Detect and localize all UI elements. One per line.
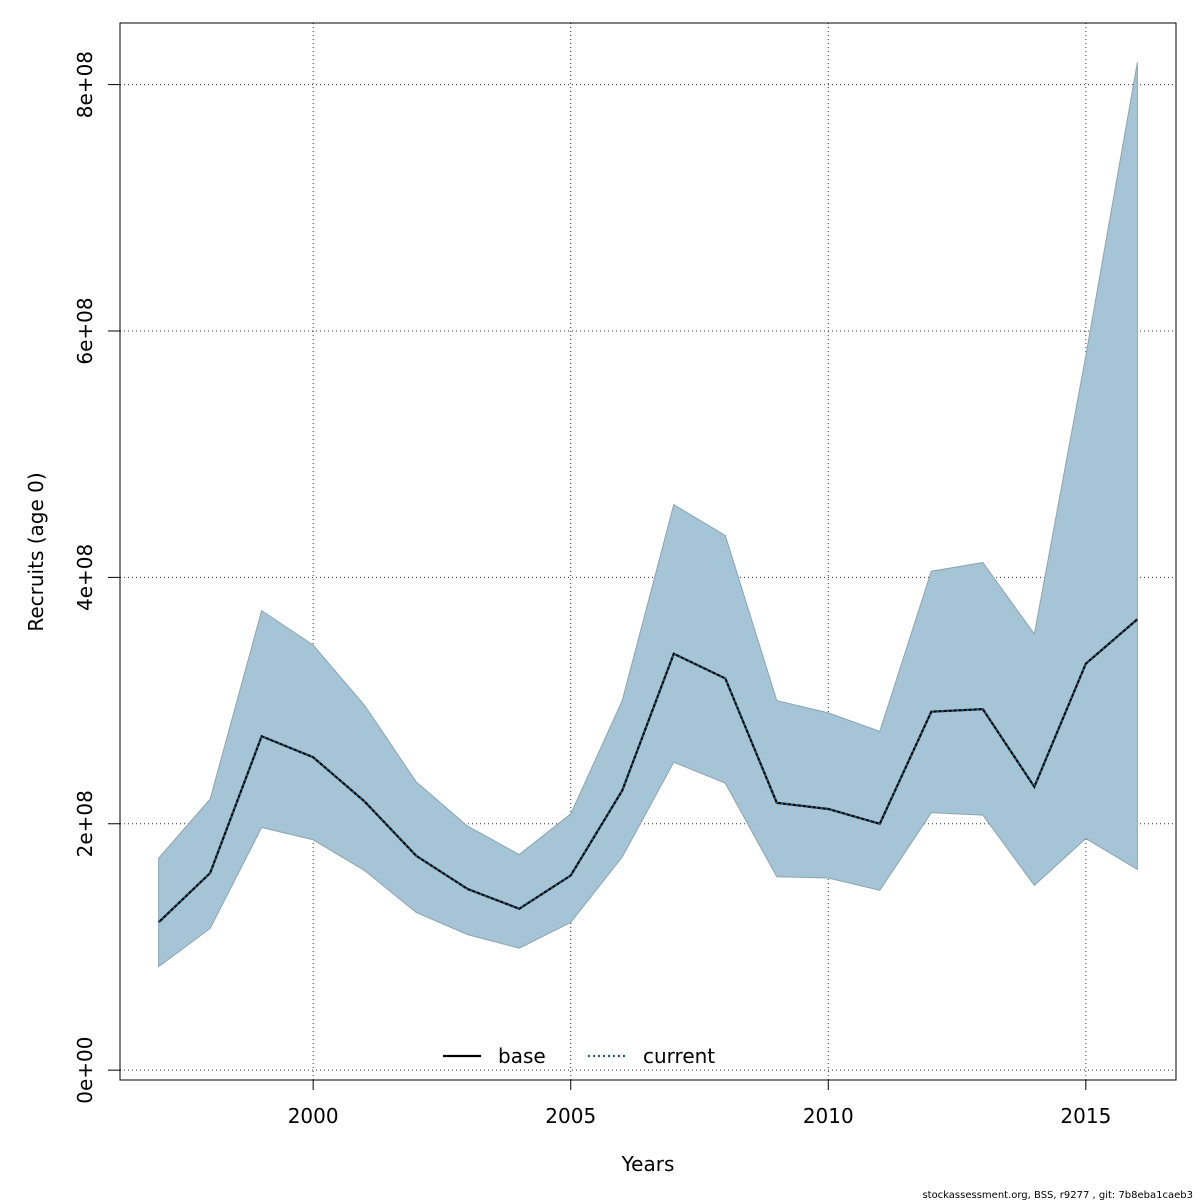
y-axis-label: Recruits (age 0) — [24, 472, 48, 631]
y-tick-label-0: 0e+00 — [73, 1037, 97, 1104]
x-tick-label-0: 2000 — [288, 1104, 339, 1128]
series-line-current — [157, 618, 1139, 924]
y-tick-label-1: 2e+08 — [73, 790, 97, 857]
x-axis: 2000 2005 2010 2015 — [288, 1080, 1111, 1128]
footer-note: stockassessment.org, BSS, r9277 , git: 7… — [922, 1190, 1193, 1200]
x-tick-label-1: 2005 — [545, 1104, 596, 1128]
confidence-band — [158, 62, 1138, 968]
x-tick-label-2: 2010 — [803, 1104, 854, 1128]
series-layer — [157, 618, 1139, 924]
y-tick-label-3: 6e+08 — [73, 297, 97, 364]
legend-label-current: current — [643, 1044, 715, 1068]
x-axis-label: Years — [621, 1152, 675, 1176]
legend-label-base: base — [498, 1044, 546, 1068]
y-tick-label-2: 4e+08 — [73, 544, 97, 611]
grid — [120, 23, 1176, 1080]
legend: base current — [443, 1044, 715, 1068]
x-tick-label-3: 2015 — [1060, 1104, 1111, 1128]
y-axis: 0e+00 2e+08 4e+08 6e+08 8e+08 — [73, 51, 120, 1104]
plot-frame — [119, 22, 1177, 1081]
y-tick-label-4: 8e+08 — [73, 51, 97, 118]
